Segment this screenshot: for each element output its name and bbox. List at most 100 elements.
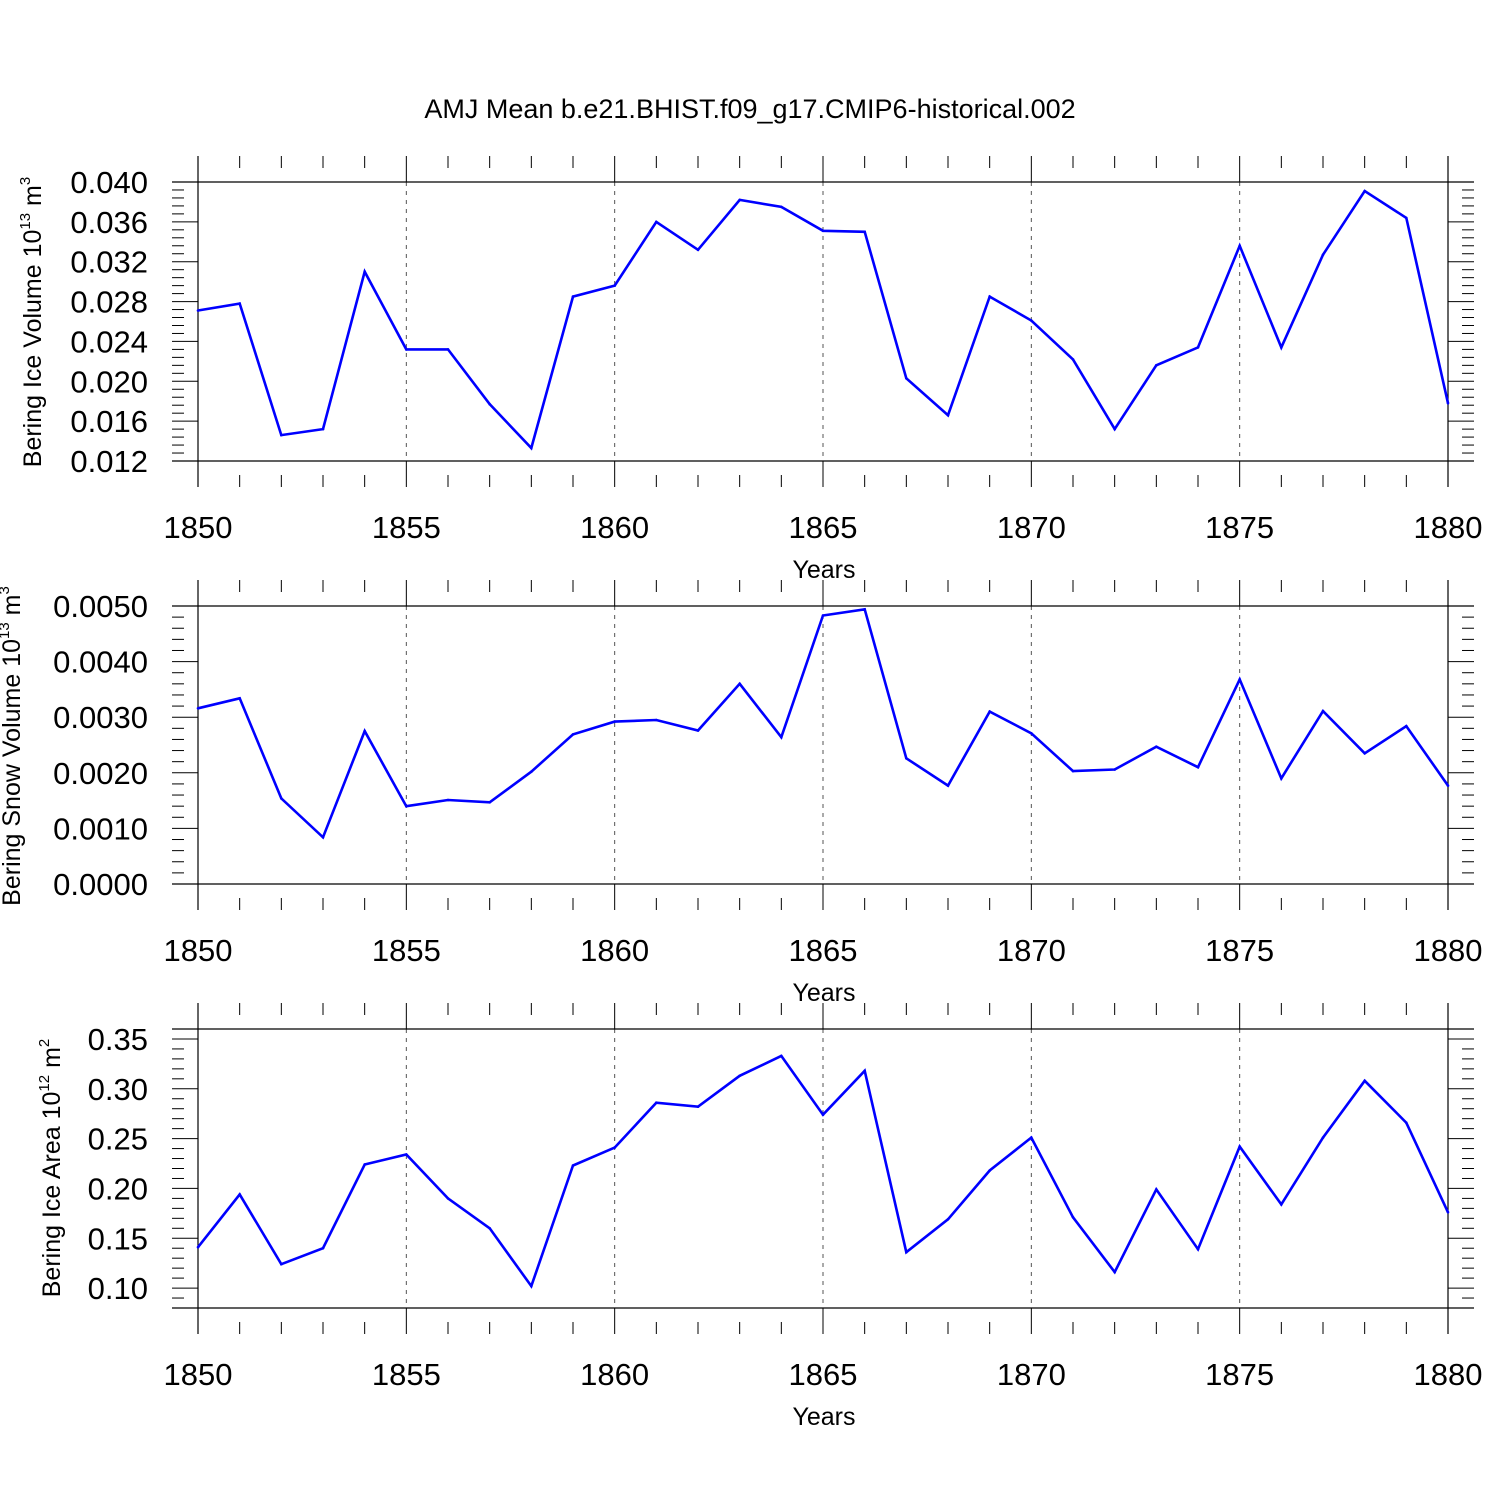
ice-area-ytick-label: 0.10 (88, 1271, 148, 1306)
snow-volume-xtick-label: 1870 (997, 933, 1066, 968)
ice-area-ylabel-ylabel-unit-exp: 2 (36, 1039, 53, 1047)
ice-volume-ytick-label: 0.024 (70, 324, 148, 359)
ice-area-data-point (405, 1153, 408, 1156)
ice-area-panel: 1850 1855 1860 1865 1870 1875 1880 0.10 0.15 0.20… (36, 1003, 1482, 1431)
snow-volume-data-point (613, 720, 616, 723)
ice-area-data-point (1113, 1270, 1116, 1274)
snow-volume-data-point (1113, 768, 1116, 771)
snow-volume-ytick-label: 0.0050 (53, 589, 148, 624)
ice-volume-data-point (946, 413, 950, 417)
ice-volume-xtick-label: 1860 (580, 510, 649, 545)
ice-area-data-point (738, 1074, 741, 1078)
snow-volume-data-point (363, 729, 367, 733)
snow-volume-data-point (1155, 745, 1158, 748)
ice-area-ylabel-ylabel-unit: m (38, 1047, 66, 1075)
snow-volume-data-point (1321, 709, 1325, 713)
ice-area-data-point (655, 1101, 658, 1104)
ice-area-data-point (1030, 1136, 1033, 1139)
ice-area-ytick-label: 0.15 (88, 1221, 148, 1256)
ice-volume-data-point (1113, 427, 1116, 431)
snow-volume-data-point (1238, 678, 1241, 681)
snow-volume-data-point (780, 735, 783, 739)
ice-area-data-point (363, 1163, 367, 1166)
ice-area-data-point (530, 1284, 533, 1288)
ice-area-data-point (321, 1246, 325, 1250)
snow-volume-ylabel: Bering Snow Volume 1013 m3 (0, 586, 26, 906)
ice-volume-data-point (405, 348, 408, 351)
ice-area-data-point (1321, 1136, 1325, 1139)
ice-volume-data-point (446, 348, 450, 351)
ice-area-data-point (280, 1262, 283, 1266)
snow-volume-data-point (488, 801, 492, 804)
snow-volume-xtick-label: 1855 (372, 933, 441, 968)
ice-area-data-point (696, 1105, 700, 1108)
ice-volume-data-point (821, 229, 825, 233)
ice-volume-ytick-label: 0.016 (70, 404, 148, 439)
snow-volume-data-point (446, 798, 450, 802)
snow-volume-data-point (280, 797, 283, 800)
ice-area-data-point (821, 1113, 825, 1116)
ice-volume-data-point (363, 270, 367, 274)
ice-volume-ytick-label: 0.040 (70, 165, 148, 200)
ice-area-series-line (196, 1054, 1450, 1289)
snow-volume-ytick-label: 0.0030 (53, 700, 148, 735)
ice-volume-data-point (863, 230, 866, 234)
ice-volume-xtick-label: 1855 (372, 510, 441, 545)
ice-area-ytick-label: 0.35 (88, 1022, 148, 1057)
ice-volume-data-point (196, 309, 200, 312)
snow-volume-xtick-label: 1860 (580, 933, 649, 968)
snow-volume-panel: 1850 1855 1860 1865 1870 1875 1880 0.0000 0.0010… (0, 580, 1482, 1007)
ice-volume-data-point (780, 205, 783, 209)
ice-area-data-point (1155, 1188, 1158, 1191)
snow-volume-data-point (988, 710, 991, 713)
ice-area-data-point (446, 1197, 450, 1200)
ice-volume-data-point (1071, 358, 1075, 361)
snow-volume-data-point (738, 682, 741, 686)
ice-area-data-point (946, 1218, 950, 1221)
ice-area-data-point (238, 1193, 241, 1196)
snow-volume-data-point (405, 804, 408, 808)
snow-volume-xlabel: Years (792, 979, 855, 1007)
ice-area-ylabel-ylabel-exp: 12 (36, 1075, 53, 1092)
ice-area-data-point (1446, 1211, 1450, 1214)
snow-volume-xtick-label: 1875 (1205, 933, 1274, 968)
snow-volume-data-point (530, 770, 533, 773)
snow-volume-data-point (863, 608, 866, 611)
snow-volume-data-point (1071, 769, 1075, 773)
ice-volume-ytick-label: 0.020 (70, 364, 148, 399)
ice-area-xlabel: Years (792, 1403, 855, 1431)
figure-title: AMJ Mean b.e21.BHIST.f09_g17.CMIP6-histo… (424, 94, 1075, 124)
ice-volume-data-point (1446, 401, 1450, 405)
snow-volume-data-point (655, 718, 658, 722)
snow-volume-data-point (1280, 777, 1283, 780)
ice-volume-xlabel: Years (792, 556, 855, 584)
ice-volume-ytick-label: 0.032 (70, 245, 148, 280)
ice-area-data-point (863, 1069, 866, 1073)
snow-volume-data-point (321, 836, 325, 839)
ice-volume-xtick-label: 1880 (1414, 510, 1483, 545)
ice-volume-data-point (1196, 346, 1200, 349)
ice-area-ytick-label: 0.25 (88, 1122, 148, 1157)
ice-area-data-point (780, 1054, 783, 1058)
snow-volume-ylabel-ylabel-unit: m (0, 595, 26, 623)
ice-volume-data-point (1155, 364, 1158, 367)
ice-volume-data-point (738, 198, 741, 202)
ice-volume-data-point (1238, 244, 1241, 248)
ice-volume-data-point (571, 295, 575, 298)
ice-volume-data-point (1321, 253, 1325, 256)
ice-volume-data-point (238, 302, 241, 305)
ice-area-data-point (1238, 1145, 1241, 1148)
ice-area-ylabel-ylabel-main: Bering Ice Area 10 (38, 1092, 66, 1298)
ice-volume-ylabel-ylabel-exp: 13 (17, 213, 34, 230)
ice-area-xtick-label: 1850 (164, 1357, 233, 1392)
ice-volume-xtick-label: 1870 (997, 510, 1066, 545)
ice-volume-data-point (1030, 319, 1033, 322)
snow-volume-data-point (571, 733, 575, 736)
ice-area-xtick-label: 1865 (789, 1357, 858, 1392)
ice-volume-ylabel-ylabel-unit-exp: 3 (17, 177, 34, 185)
ice-volume-data-point (321, 427, 325, 431)
ice-area-xtick-label: 1870 (997, 1357, 1066, 1392)
snow-volume-data-point (905, 757, 908, 760)
ice-volume-ytick-label: 0.028 (70, 285, 148, 320)
